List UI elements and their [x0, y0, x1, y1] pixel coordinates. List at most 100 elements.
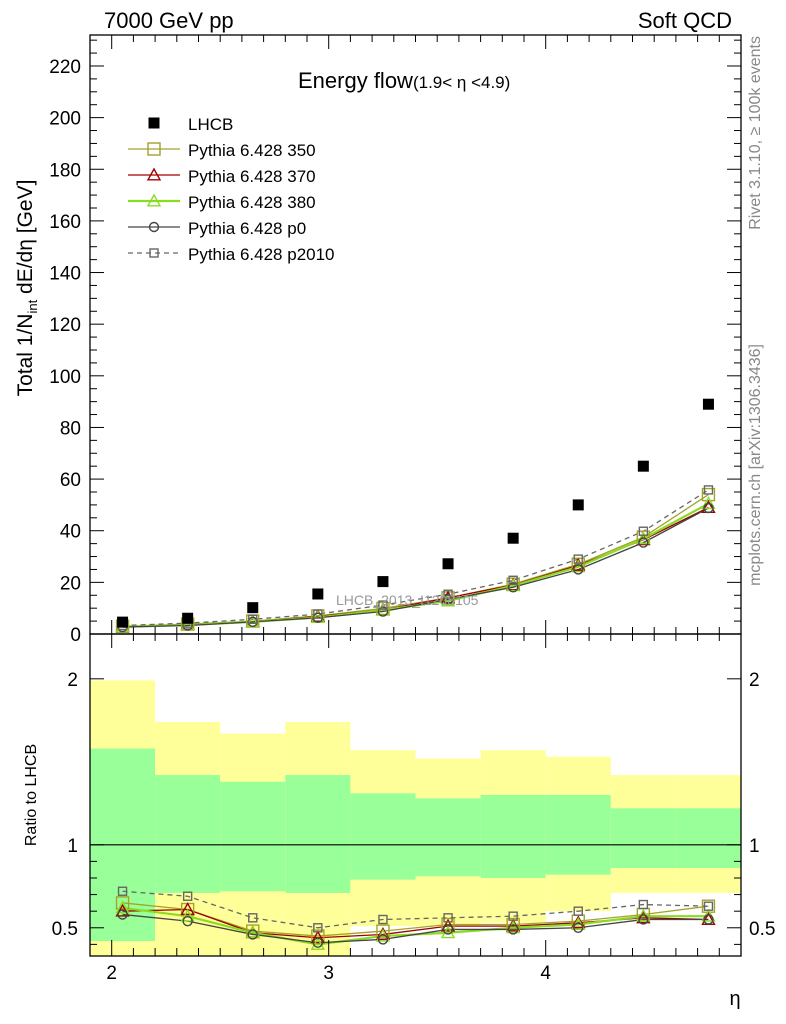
ratio-point-p0	[703, 914, 714, 925]
main-point-p0	[377, 606, 389, 617]
ratio-line-p2010	[122, 890, 709, 929]
header-process-label: 7000 GeV pp	[104, 8, 234, 33]
main-line-s370	[122, 506, 709, 628]
x-tick-label: 2	[106, 963, 117, 984]
legend-label-s350: Pythia 6.428 350	[188, 141, 316, 160]
main-y-tick-label: 80	[60, 418, 81, 439]
main-point-p0	[507, 582, 519, 593]
main-point-lhcb	[247, 602, 259, 614]
ratio-point-p0	[638, 914, 649, 925]
ratio-point-p2010	[443, 913, 453, 923]
ratio-point-p2010	[638, 899, 649, 910]
chart-text: 0 20 40 60 80 100 120 140 160 180 200 220 2 3 4 η 0.5 0.5…	[14, 36, 775, 1010]
main-y-tick-label: 100	[49, 367, 81, 388]
main-point-p0	[703, 502, 714, 514]
ratio-point-s380	[245, 925, 260, 939]
main-y-tick-label: 220	[49, 57, 81, 78]
main-point-p2010	[638, 526, 649, 536]
ratio-point-s370	[571, 915, 586, 929]
main-y-tick-label: 180	[49, 160, 81, 181]
ratio-y-axis-label: Ratio to LHCB	[23, 744, 40, 846]
band-inner-bin	[350, 793, 416, 880]
main-point-lhcb	[117, 616, 129, 628]
main-line-p0	[122, 507, 709, 628]
legend-marker-s380	[146, 193, 162, 207]
main-point-lhcb	[312, 588, 324, 600]
ratio-point-s380	[115, 900, 130, 914]
source-reference-label: mcplots.cern.ch [arXiv:1306.3436]	[747, 344, 764, 586]
main-y-tick-label: 120	[49, 315, 81, 336]
ratio-point-s380	[180, 908, 195, 922]
band-inner-bin	[610, 808, 676, 869]
ratio-point-p2010	[378, 914, 388, 925]
ratio-point-s370	[636, 910, 651, 924]
ratio-point-s380	[310, 936, 326, 950]
ratio-point-p0	[442, 924, 454, 935]
main-point-p0	[573, 564, 584, 575]
main-point-s380	[701, 496, 716, 510]
band-inner-bin	[155, 775, 221, 893]
main-point-lhcb	[507, 532, 519, 544]
main-y-tick-label: 60	[60, 470, 81, 491]
ratio-point-p2010	[573, 906, 583, 916]
ratio-point-s370	[375, 926, 391, 940]
legend-label-p0: Pythia 6.428 p0	[188, 219, 306, 238]
main-point-s380	[636, 531, 651, 545]
ratio-y-tick-label-right: 2	[749, 670, 760, 691]
main-point-p2010	[378, 600, 388, 610]
ratio-y-tick-label-left: 0.5	[52, 919, 78, 940]
main-point-s370	[571, 557, 586, 571]
band-inner-bin	[675, 808, 741, 869]
legend-label-s370: Pythia 6.428 370	[188, 167, 316, 186]
ratio-point-s350	[115, 896, 130, 910]
ratio-point-s350	[376, 924, 390, 938]
legend-marker-s350	[147, 142, 161, 156]
header-category-label: Soft QCD	[637, 8, 732, 33]
main-point-p2010	[573, 554, 583, 564]
main-y-tick-label: 20	[60, 573, 81, 594]
ratio-point-p2010	[248, 913, 258, 923]
main-y-axis-label: Total 1/Nint dE/dη [GeV]	[14, 180, 40, 397]
x-tick-label: 3	[323, 963, 334, 984]
ratio-point-p2010	[117, 886, 128, 896]
rivet-version-label: Rivet 3.1.10, ≥ 100k events	[747, 36, 764, 230]
band-inner-bin	[480, 795, 546, 878]
series-lines	[122, 489, 709, 946]
analysis-watermark: LHCB_2013_I1208105	[336, 592, 479, 608]
ratio-point-p2010	[313, 923, 323, 933]
legend-marker-p2010	[149, 248, 159, 258]
band-inner-bin	[285, 775, 351, 893]
band-inner-bin	[220, 781, 286, 892]
ratio-point-p0	[312, 937, 324, 948]
main-y-tick-label: 160	[49, 212, 81, 233]
main-y-tick-label: 0	[70, 625, 81, 646]
main-point-p2010	[313, 609, 323, 619]
band-inner-bin	[415, 798, 481, 877]
band-inner-bin	[545, 795, 611, 875]
legend-label-p2010: Pythia 6.428 p2010	[188, 245, 335, 264]
axis-ticks	[89, 35, 742, 956]
ratio-point-p0	[507, 924, 519, 935]
main-point-lhcb	[442, 558, 454, 570]
ratio-point-p2010	[182, 891, 193, 901]
ratio-y-tick-label-left: 2	[67, 670, 78, 691]
ratio-point-p0	[377, 934, 389, 945]
main-point-s370	[440, 590, 456, 604]
main-y-tick-label: 200	[49, 109, 81, 130]
main-point-lhcb	[702, 398, 714, 410]
main-point-p0	[638, 537, 649, 548]
main-chart-title: Energy flow(1.9< η <4.9)	[298, 68, 510, 93]
ratio-point-s370	[180, 902, 195, 916]
ratio-y-tick-label-right: 1	[749, 836, 760, 857]
legend-label-lhcb: LHCB	[188, 115, 233, 134]
main-point-lhcb	[637, 460, 649, 472]
ratio-line-p0	[122, 913, 709, 944]
ratio-point-p0	[182, 915, 193, 927]
ratio-y-tick-label-right: 0.5	[749, 919, 775, 940]
main-line-s380	[122, 502, 709, 628]
main-point-s380	[505, 578, 521, 592]
legend-marker-lhcb	[148, 117, 160, 129]
ratio-point-p0	[117, 909, 128, 920]
legend: LHCB Pythia 6.428 350 Pythia 6.428 370 Pyth…	[128, 115, 335, 264]
